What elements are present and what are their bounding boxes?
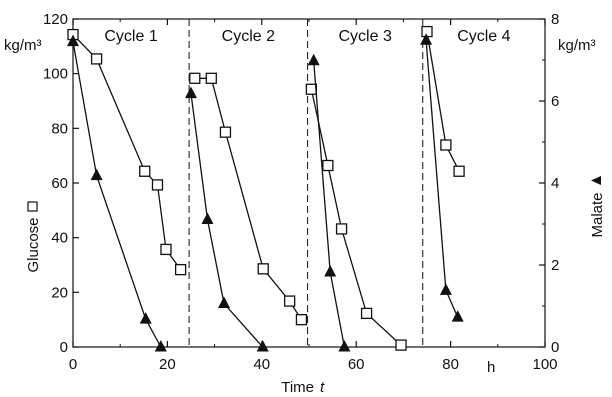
glucose-point — [322, 159, 334, 172]
left-tick-label: 80 — [51, 120, 68, 137]
glucose-point — [151, 179, 164, 191]
left-axis-label-text: Glucose — [25, 217, 42, 272]
plot-series — [67, 25, 465, 352]
cycle-dividers: Cycle 1 Cycle 2 Cycle 3 Cycle 4 — [104, 19, 511, 347]
malate-point — [185, 86, 197, 99]
glucose-point — [305, 83, 318, 95]
cycle-label: Cycle 1 — [104, 28, 157, 45]
malate-point — [201, 212, 214, 224]
x-axis-label: Time t — [281, 379, 325, 396]
malate-line — [72, 41, 162, 348]
glucose-point — [139, 165, 151, 177]
right-tick-label: 6 — [551, 93, 559, 110]
glucose-point — [335, 223, 348, 235]
left-tick-label: 120 — [43, 11, 68, 28]
glucose-point — [174, 263, 187, 276]
malate-point — [218, 296, 230, 308]
right-axis-label-text: Malate — [589, 192, 606, 237]
glucose-series — [67, 25, 465, 351]
x-tick-label: 80 — [442, 356, 459, 373]
right-axis-label: Malate — [589, 176, 606, 238]
malate-point — [439, 283, 452, 295]
glucose-point — [360, 307, 373, 320]
malate-line — [313, 60, 346, 348]
right-axis-unit: kg/m³ — [558, 37, 596, 54]
glucose-line — [72, 34, 182, 270]
cycle-label: Cycle 3 — [338, 28, 391, 45]
x-axis-ticks: 0 20 40 60 80 100 — [69, 19, 558, 373]
left-axis-unit: kg/m³ — [4, 37, 42, 54]
left-tick-label: 20 — [51, 284, 68, 301]
right-tick-label: 0 — [551, 339, 559, 356]
glucose-point — [440, 139, 452, 151]
x-tick-label: 40 — [253, 356, 270, 373]
x-tick-label: 100 — [532, 356, 557, 373]
malate-line — [425, 40, 459, 318]
glucose-point — [295, 314, 308, 326]
left-axis-label: Glucose — [25, 201, 42, 273]
malate-series — [67, 33, 464, 352]
x-axis-label-symbol: t — [320, 379, 325, 396]
malate-point — [338, 340, 351, 352]
x-tick-label: 20 — [159, 356, 176, 373]
x-tick-label: 0 — [69, 356, 77, 373]
glucose-legend-square — [27, 201, 38, 212]
x-axis-unit: h — [487, 359, 495, 376]
left-tick-label: 60 — [51, 175, 68, 192]
glucose-point — [205, 72, 217, 84]
malate-point — [420, 33, 433, 45]
malate-point — [139, 312, 152, 324]
x-axis-label-text: Time — [281, 379, 314, 396]
cycle-label: Cycle 2 — [222, 28, 275, 45]
malate-point — [307, 53, 320, 66]
glucose-point — [90, 53, 103, 65]
malate-point — [90, 168, 103, 181]
left-tick-label: 100 — [43, 66, 68, 83]
right-tick-label: 2 — [551, 257, 559, 274]
svg-text:Time: Time — [281, 379, 314, 396]
glucose-point — [257, 263, 269, 275]
x-tick-label: 60 — [348, 356, 365, 373]
glucose-point — [189, 72, 201, 84]
glucose-point — [160, 243, 172, 256]
right-axis-ticks: 0 2 4 6 8 — [539, 11, 559, 356]
glucose-line — [194, 77, 302, 321]
left-tick-label: 0 — [60, 339, 68, 356]
glucose-line — [310, 89, 402, 346]
plot-frame — [72, 18, 546, 348]
malate-point — [67, 34, 79, 47]
malate-legend-triangle — [591, 176, 601, 185]
right-tick-label: 4 — [551, 175, 559, 192]
glucose-point — [219, 126, 232, 138]
cycle-label: Cycle 4 — [457, 28, 510, 45]
malate-point — [154, 340, 167, 352]
glucose-point — [283, 295, 296, 307]
left-axis-ticks: 0 20 40 60 80 100 120 — [43, 11, 79, 356]
glucose-point — [453, 165, 465, 177]
right-tick-label: 8 — [551, 11, 559, 28]
malate-point — [324, 265, 337, 277]
malate-point — [256, 340, 269, 352]
malate-line — [190, 93, 264, 348]
left-tick-label: 40 — [51, 230, 68, 247]
malate-point — [451, 310, 464, 322]
glucose-point — [395, 339, 407, 351]
